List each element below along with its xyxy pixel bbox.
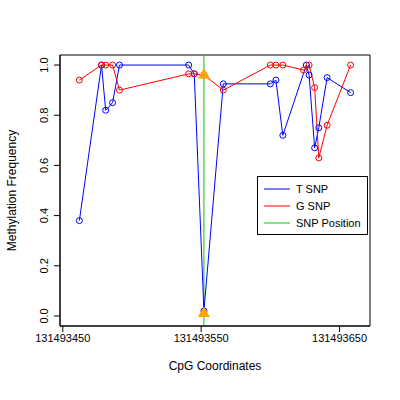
html-text:SNP Position: SNP Position xyxy=(296,216,361,229)
html-text:T SNP: T SNP xyxy=(296,182,329,195)
svg-text:0.8: 0.8 xyxy=(38,108,50,123)
svg-text:0.2: 0.2 xyxy=(38,258,50,273)
svg-text:Methylation Frequency: Methylation Frequency xyxy=(8,130,19,251)
html-text:G SNP: G SNP xyxy=(296,199,331,212)
svg-text:131493450: 131493450 xyxy=(35,332,90,344)
svg-text:CpG Coordinates: CpG Coordinates xyxy=(169,359,262,373)
svg-text:0.6: 0.6 xyxy=(38,158,50,173)
svg-text:1.0: 1.0 xyxy=(38,57,50,72)
svg-text:0.4: 0.4 xyxy=(38,208,50,223)
svg-text:0.0: 0.0 xyxy=(38,308,50,323)
svg-text:131493550: 131493550 xyxy=(174,332,229,344)
svg-text:131493650: 131493650 xyxy=(312,332,367,344)
